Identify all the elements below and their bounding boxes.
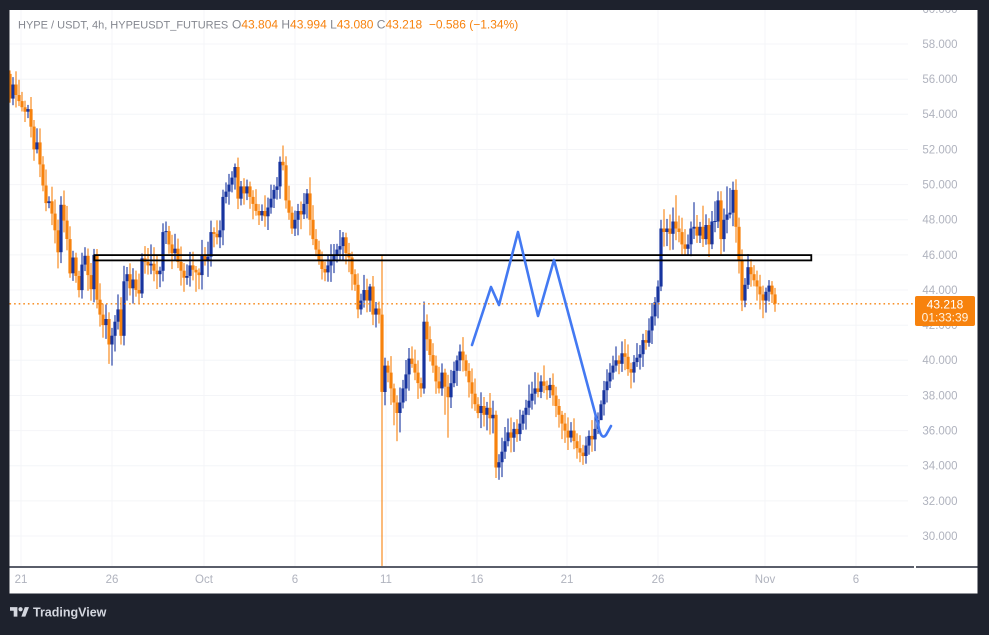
svg-text:16: 16 <box>471 574 484 586</box>
svg-text:58.000: 58.000 <box>922 39 957 51</box>
svg-text:TradingView: TradingView <box>33 606 107 620</box>
svg-text:38.000: 38.000 <box>922 390 957 402</box>
svg-text:O43.804 H43.994 L43.080 C43.21: O43.804 H43.994 L43.080 C43.218 −0.586 (… <box>232 18 518 32</box>
svg-text:43.218: 43.218 <box>927 298 964 312</box>
svg-text:21: 21 <box>15 574 28 586</box>
svg-text:6: 6 <box>853 574 859 586</box>
svg-text:54.000: 54.000 <box>922 109 957 121</box>
svg-text:26: 26 <box>106 574 119 586</box>
svg-text:6: 6 <box>292 574 298 586</box>
svg-text:52.000: 52.000 <box>922 144 957 156</box>
svg-text:Oct: Oct <box>195 574 214 586</box>
svg-text:46.000: 46.000 <box>922 250 957 262</box>
svg-text:48.000: 48.000 <box>922 215 957 227</box>
svg-text:HYPE / USDT, 4h, HYPEUSDT_FUTU: HYPE / USDT, 4h, HYPEUSDT_FUTURES <box>18 20 228 32</box>
svg-text:56.000: 56.000 <box>922 74 957 86</box>
svg-text:32.000: 32.000 <box>922 496 957 508</box>
svg-text:30.000: 30.000 <box>922 531 957 543</box>
svg-text:44.000: 44.000 <box>922 285 957 297</box>
svg-text:36.000: 36.000 <box>922 426 957 438</box>
svg-text:Nov: Nov <box>755 574 776 586</box>
svg-text:40.000: 40.000 <box>922 355 957 367</box>
svg-text:50.000: 50.000 <box>922 180 957 192</box>
svg-text:26: 26 <box>652 574 665 586</box>
svg-text:21: 21 <box>561 574 574 586</box>
svg-text:01:33:39: 01:33:39 <box>922 311 969 325</box>
svg-text:34.000: 34.000 <box>922 461 957 473</box>
svg-text:11: 11 <box>380 574 392 586</box>
